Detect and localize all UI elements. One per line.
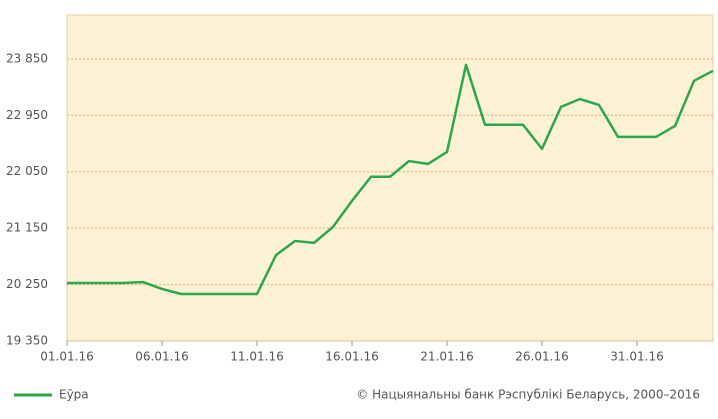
y-tick-label: 19 350 <box>6 334 48 348</box>
x-tick-label: 21.01.16 <box>420 350 473 364</box>
line <box>67 63 714 296</box>
x-tick-label: 31.01.16 <box>610 350 663 364</box>
plot-area <box>66 14 714 342</box>
y-tick-label: 22 050 <box>6 164 48 178</box>
x-tick-label: 01.01.16 <box>40 350 93 364</box>
legend-label: Еўра <box>59 388 89 402</box>
y-tick-label: 21 150 <box>6 221 48 235</box>
x-tick-label: 11.01.16 <box>230 350 283 364</box>
x-tick-label: 26.01.16 <box>515 350 568 364</box>
y-tick-label: 22 950 <box>6 108 48 122</box>
copyright: © Нацыянальны банк Рэспублікі Беларусь, … <box>356 388 700 402</box>
y-tick-label: 20 250 <box>6 277 48 291</box>
y-tick-label: 23 850 <box>6 51 48 65</box>
x-tick-label: 16.01.16 <box>325 350 378 364</box>
x-tick-label: 06.01.16 <box>135 350 188 364</box>
